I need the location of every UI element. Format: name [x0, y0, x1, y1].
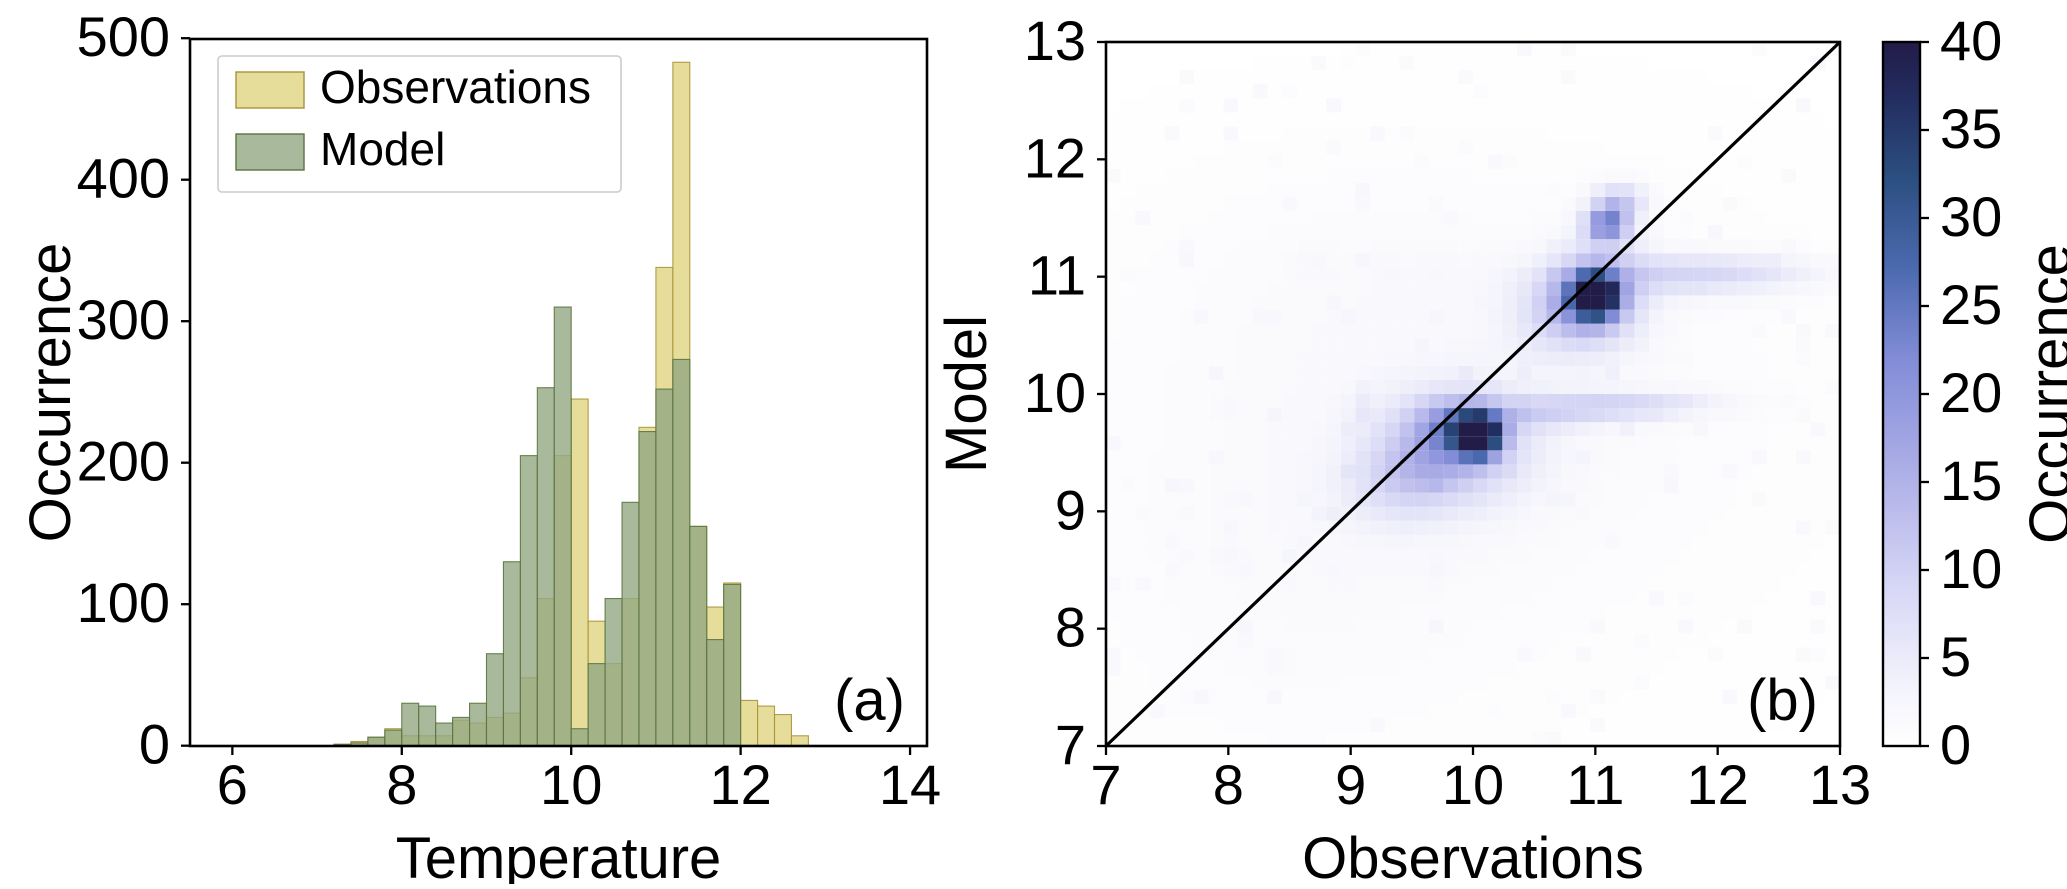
- svg-text:(a): (a): [834, 668, 905, 733]
- svg-text:8: 8: [1055, 596, 1086, 659]
- svg-text:(b): (b): [1747, 668, 1818, 733]
- svg-text:7: 7: [1090, 753, 1121, 816]
- svg-text:12: 12: [709, 753, 771, 816]
- svg-text:12: 12: [1024, 126, 1086, 189]
- svg-text:15: 15: [1940, 449, 2002, 512]
- svg-text:25: 25: [1940, 273, 2002, 336]
- svg-text:Occurrence: Occurrence: [18, 243, 83, 543]
- svg-text:Observations: Observations: [1302, 826, 1644, 884]
- svg-text:12: 12: [1687, 753, 1749, 816]
- svg-text:Observations: Observations: [320, 61, 591, 113]
- svg-text:Model: Model: [320, 123, 445, 175]
- svg-text:7: 7: [1055, 713, 1086, 776]
- svg-text:100: 100: [77, 571, 170, 634]
- svg-text:20: 20: [1940, 361, 2002, 424]
- svg-text:11: 11: [1566, 753, 1624, 816]
- svg-text:13: 13: [1809, 753, 1871, 816]
- svg-text:8: 8: [386, 753, 417, 816]
- svg-text:0: 0: [1940, 713, 1971, 776]
- svg-text:6: 6: [217, 753, 248, 816]
- svg-text:10: 10: [1442, 753, 1504, 816]
- svg-text:8: 8: [1213, 753, 1244, 816]
- svg-text:400: 400: [77, 147, 170, 210]
- svg-text:500: 500: [77, 5, 170, 68]
- svg-text:9: 9: [1055, 478, 1086, 541]
- svg-text:10: 10: [1940, 537, 2002, 600]
- svg-text:Temperature: Temperature: [396, 826, 722, 884]
- svg-text:5: 5: [1940, 625, 1971, 688]
- svg-text:10: 10: [1024, 361, 1086, 424]
- svg-text:14: 14: [879, 753, 941, 816]
- svg-text:11: 11: [1028, 244, 1086, 307]
- svg-text:13: 13: [1024, 9, 1086, 72]
- svg-text:200: 200: [77, 430, 170, 493]
- svg-text:Model: Model: [934, 315, 999, 473]
- svg-text:40: 40: [1940, 9, 2002, 72]
- svg-text:30: 30: [1940, 185, 2002, 248]
- svg-text:9: 9: [1335, 753, 1366, 816]
- svg-text:35: 35: [1940, 97, 2002, 160]
- svg-text:300: 300: [77, 288, 170, 351]
- svg-text:0: 0: [139, 713, 170, 776]
- svg-text:Occurrence: Occurrence: [2018, 244, 2067, 544]
- svg-text:10: 10: [540, 753, 602, 816]
